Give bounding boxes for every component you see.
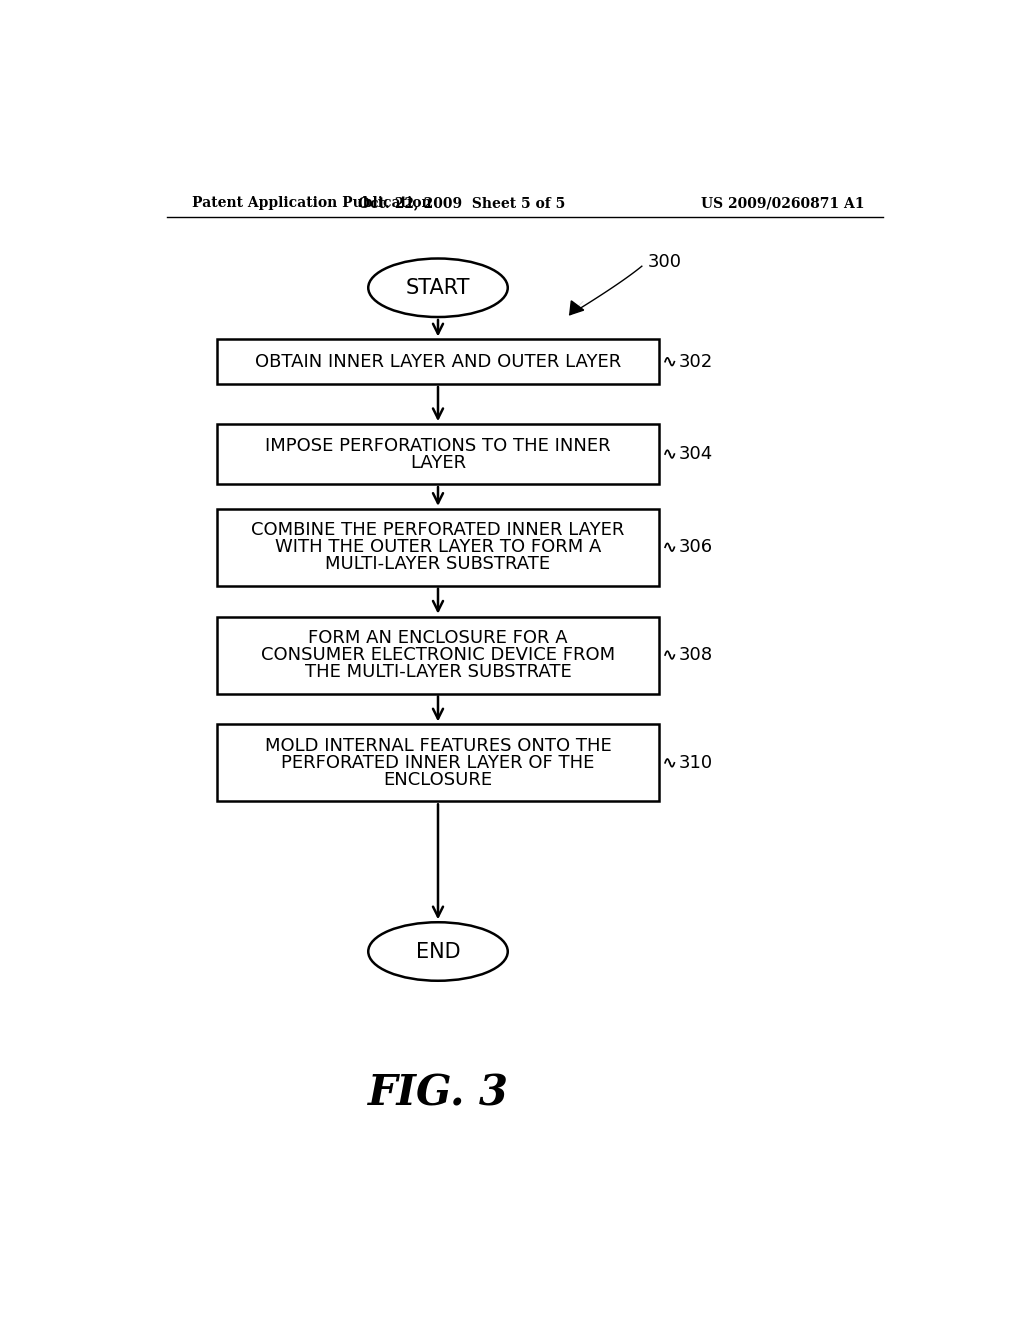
Bar — [217, 339, 658, 384]
Text: Oct. 22, 2009  Sheet 5 of 5: Oct. 22, 2009 Sheet 5 of 5 — [357, 197, 565, 210]
Ellipse shape — [369, 259, 508, 317]
Text: 306: 306 — [679, 539, 713, 556]
Polygon shape — [569, 301, 584, 314]
Bar — [217, 616, 658, 693]
Bar — [217, 508, 658, 586]
Text: COMBINE THE PERFORATED INNER LAYER: COMBINE THE PERFORATED INNER LAYER — [251, 521, 625, 540]
Text: 300: 300 — [647, 253, 681, 272]
Text: FIG. 3: FIG. 3 — [368, 1073, 509, 1115]
Text: START: START — [406, 277, 470, 298]
Bar — [217, 725, 658, 801]
Ellipse shape — [369, 923, 508, 981]
Text: ENCLOSURE: ENCLOSURE — [383, 771, 493, 789]
Text: IMPOSE PERFORATIONS TO THE INNER: IMPOSE PERFORATIONS TO THE INNER — [265, 437, 610, 454]
Text: MOLD INTERNAL FEATURES ONTO THE: MOLD INTERNAL FEATURES ONTO THE — [264, 737, 611, 755]
Text: 308: 308 — [679, 645, 713, 664]
Text: THE MULTI-LAYER SUBSTRATE: THE MULTI-LAYER SUBSTRATE — [304, 663, 571, 681]
Text: FORM AN ENCLOSURE FOR A: FORM AN ENCLOSURE FOR A — [308, 630, 568, 647]
Text: US 2009/0260871 A1: US 2009/0260871 A1 — [700, 197, 864, 210]
Text: CONSUMER ELECTRONIC DEVICE FROM: CONSUMER ELECTRONIC DEVICE FROM — [261, 645, 615, 664]
Text: MULTI-LAYER SUBSTRATE: MULTI-LAYER SUBSTRATE — [326, 556, 551, 573]
Text: 310: 310 — [679, 754, 713, 772]
Text: WITH THE OUTER LAYER TO FORM A: WITH THE OUTER LAYER TO FORM A — [274, 539, 601, 556]
Text: 304: 304 — [679, 445, 714, 463]
Bar — [217, 424, 658, 484]
Text: Patent Application Publication: Patent Application Publication — [191, 197, 431, 210]
Text: LAYER: LAYER — [410, 454, 466, 471]
Text: PERFORATED INNER LAYER OF THE: PERFORATED INNER LAYER OF THE — [282, 754, 595, 772]
Text: END: END — [416, 941, 461, 961]
Text: 302: 302 — [679, 352, 714, 371]
Text: OBTAIN INNER LAYER AND OUTER LAYER: OBTAIN INNER LAYER AND OUTER LAYER — [255, 352, 622, 371]
